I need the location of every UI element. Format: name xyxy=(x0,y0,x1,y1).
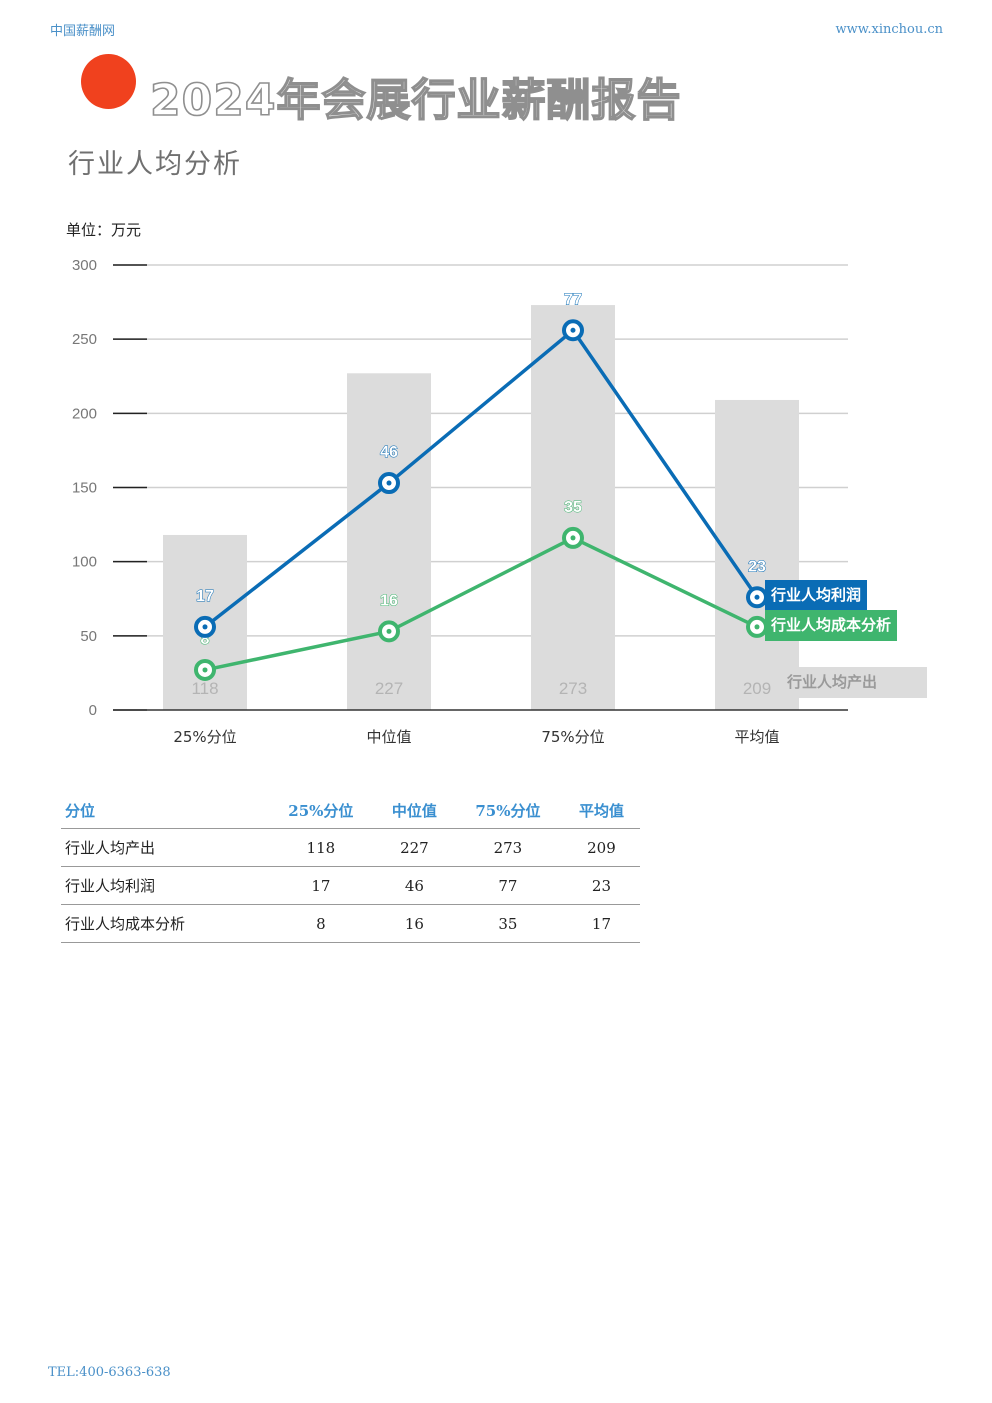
profit-value-label: 77 xyxy=(564,291,582,308)
table-header-cell: 中位值 xyxy=(375,792,453,829)
x-tick-label: 平均值 xyxy=(734,728,779,746)
bar-value-label: 118 xyxy=(191,679,218,698)
y-tick-label: 250 xyxy=(72,331,97,348)
bar xyxy=(347,373,431,710)
table-header-cell: 平均值 xyxy=(562,792,640,829)
cost-value-label: 16 xyxy=(380,592,398,609)
y-tick-label: 50 xyxy=(80,628,97,645)
cost-point-center xyxy=(202,667,208,673)
footer-tel: TEL:400-6363-638 xyxy=(48,1365,171,1380)
table-header-cell: 25%分位 xyxy=(265,792,376,829)
table-header-cell: 75%分位 xyxy=(452,792,563,829)
page-title: 2024年会展行业薪酬报告 xyxy=(149,74,682,127)
bar-value-label: 209 xyxy=(743,679,771,698)
table-cell: 273 xyxy=(452,828,563,867)
cost-point-center xyxy=(386,628,392,634)
legend-output: 行业人均产出 xyxy=(775,667,927,698)
table-cell: 23 xyxy=(562,866,640,905)
profit-value-label: 46 xyxy=(380,444,398,461)
accent-dot-icon xyxy=(81,54,136,109)
table-cell: 行业人均产出 xyxy=(61,828,266,867)
y-tick-label: 100 xyxy=(72,554,97,571)
unit-label: 单位：万元 xyxy=(66,221,142,239)
x-tick-label: 25%分位 xyxy=(173,728,236,746)
table-cell: 行业人均成本分析 xyxy=(61,904,266,943)
profit-point-center xyxy=(386,480,392,486)
cost-value-label: 35 xyxy=(564,499,582,516)
cost-point-center xyxy=(754,624,760,630)
table-cell: 16 xyxy=(375,904,453,943)
table-header-cell: 分位 xyxy=(61,792,266,829)
profit-value-label: 17 xyxy=(196,588,214,605)
cost-point-center xyxy=(570,535,576,541)
table-cell: 17 xyxy=(562,904,640,943)
y-tick-label: 150 xyxy=(72,480,97,497)
bar-value-label: 273 xyxy=(559,679,587,698)
y-tick-label: 200 xyxy=(72,405,97,422)
table-cell: 46 xyxy=(375,866,453,905)
bar-value-label: 227 xyxy=(375,679,403,698)
profit-point-center xyxy=(202,624,208,630)
y-tick-label: 0 xyxy=(89,702,97,719)
page-subtitle: 行业人均分析 xyxy=(68,149,242,180)
table-cell: 209 xyxy=(562,828,640,867)
cost-line xyxy=(204,535,758,672)
data-table: 分位 25%分位 中位值 75%分位 平均值 行业人均产出 118 227 27… xyxy=(61,792,640,943)
table-cell: 行业人均利润 xyxy=(61,866,266,905)
table-row: 行业人均利润 17 46 77 23 xyxy=(61,866,640,905)
x-tick-label: 75%分位 xyxy=(541,728,604,746)
profit-point-center xyxy=(754,594,760,600)
table-cell: 35 xyxy=(452,904,563,943)
table-cell: 77 xyxy=(452,866,563,905)
x-tick-label: 中位值 xyxy=(366,728,411,746)
site-url[interactable]: www.xinchou.cn xyxy=(835,22,943,37)
table-cell: 8 xyxy=(265,904,376,943)
combo-chart: 0 50 100 150 200 250 300 118 227 273 209 25%分位 中位值 75… xyxy=(72,257,848,746)
profit-value-label: 23 xyxy=(748,558,766,575)
site-name: 中国薪酬网 xyxy=(50,24,116,39)
y-tick-label: 300 xyxy=(72,257,97,274)
profit-point-center xyxy=(570,327,576,333)
legend-profit: 行业人均利润 xyxy=(765,580,868,611)
legend-cost: 行业人均成本分析 xyxy=(765,610,898,641)
table-header-row: 分位 25%分位 中位值 75%分位 平均值 xyxy=(61,792,640,829)
table-row: 行业人均成本分析 8 16 35 17 xyxy=(61,904,640,943)
table-row: 行业人均产出 118 227 273 209 xyxy=(61,828,640,867)
cost-value-label: 8 xyxy=(201,631,210,648)
profit-line xyxy=(203,327,759,629)
table-cell: 227 xyxy=(375,828,453,867)
table-cell: 17 xyxy=(265,866,376,905)
table-cell: 118 xyxy=(265,828,376,867)
